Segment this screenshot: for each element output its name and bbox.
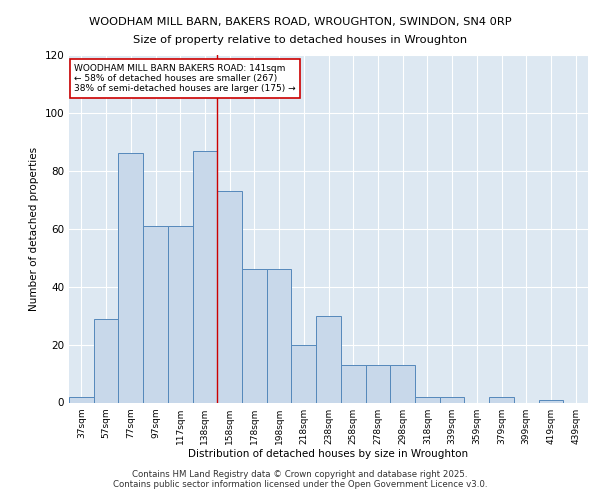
Bar xyxy=(143,226,168,402)
Bar xyxy=(539,400,563,402)
Bar xyxy=(69,396,94,402)
Text: WOODHAM MILL BARN, BAKERS ROAD, WROUGHTON, SWINDON, SN4 0RP: WOODHAM MILL BARN, BAKERS ROAD, WROUGHTO… xyxy=(89,18,511,28)
Text: Contains HM Land Registry data © Crown copyright and database right 2025.
Contai: Contains HM Land Registry data © Crown c… xyxy=(113,470,487,489)
Bar xyxy=(217,191,242,402)
Bar xyxy=(94,318,118,402)
Bar xyxy=(316,316,341,402)
Bar xyxy=(292,344,316,403)
Bar xyxy=(341,365,365,403)
Bar xyxy=(267,270,292,402)
Bar xyxy=(489,396,514,402)
Y-axis label: Number of detached properties: Number of detached properties xyxy=(29,146,39,311)
Bar xyxy=(193,150,217,402)
Text: WOODHAM MILL BARN BAKERS ROAD: 141sqm
← 58% of detached houses are smaller (267): WOODHAM MILL BARN BAKERS ROAD: 141sqm ← … xyxy=(74,64,296,94)
Bar xyxy=(440,396,464,402)
Bar xyxy=(118,154,143,402)
Bar xyxy=(242,270,267,402)
Text: Size of property relative to detached houses in Wroughton: Size of property relative to detached ho… xyxy=(133,35,467,45)
Bar xyxy=(365,365,390,403)
Bar xyxy=(168,226,193,402)
Bar xyxy=(415,396,440,402)
X-axis label: Distribution of detached houses by size in Wroughton: Distribution of detached houses by size … xyxy=(188,450,469,460)
Bar xyxy=(390,365,415,403)
